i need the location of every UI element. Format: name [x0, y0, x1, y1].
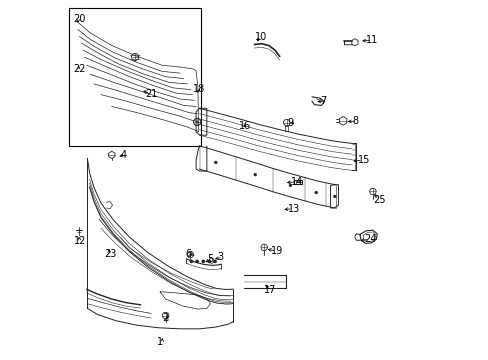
Circle shape — [196, 260, 198, 262]
Text: 12: 12 — [74, 236, 86, 246]
Text: 15: 15 — [357, 155, 369, 165]
Circle shape — [288, 184, 291, 187]
Text: 25: 25 — [372, 195, 385, 205]
Text: 22: 22 — [73, 64, 85, 74]
Text: 3: 3 — [217, 252, 224, 262]
Text: 10: 10 — [255, 32, 267, 41]
Bar — [69, 8, 201, 146]
Circle shape — [202, 260, 204, 262]
Text: 13: 13 — [287, 204, 299, 214]
Text: 17: 17 — [264, 285, 276, 296]
Text: 7: 7 — [319, 96, 325, 106]
Text: 21: 21 — [144, 89, 157, 99]
Text: 4: 4 — [121, 150, 127, 160]
Text: 1: 1 — [156, 337, 163, 347]
Circle shape — [214, 260, 216, 262]
Circle shape — [190, 260, 192, 262]
Text: 16: 16 — [239, 121, 251, 131]
Text: 23: 23 — [104, 248, 116, 258]
Text: 11: 11 — [366, 35, 378, 45]
Circle shape — [208, 260, 210, 262]
Text: 19: 19 — [271, 246, 283, 256]
Text: 14: 14 — [290, 177, 303, 187]
Text: 8: 8 — [351, 116, 358, 126]
Text: 6: 6 — [185, 248, 191, 258]
Circle shape — [214, 161, 217, 164]
Circle shape — [314, 191, 317, 194]
Circle shape — [253, 173, 256, 176]
Text: 18: 18 — [192, 84, 204, 94]
Text: 9: 9 — [287, 118, 293, 128]
Circle shape — [333, 195, 336, 198]
Text: 24: 24 — [364, 234, 376, 244]
Text: 2: 2 — [162, 313, 168, 323]
Text: 5: 5 — [206, 254, 213, 264]
Text: 20: 20 — [73, 14, 85, 24]
